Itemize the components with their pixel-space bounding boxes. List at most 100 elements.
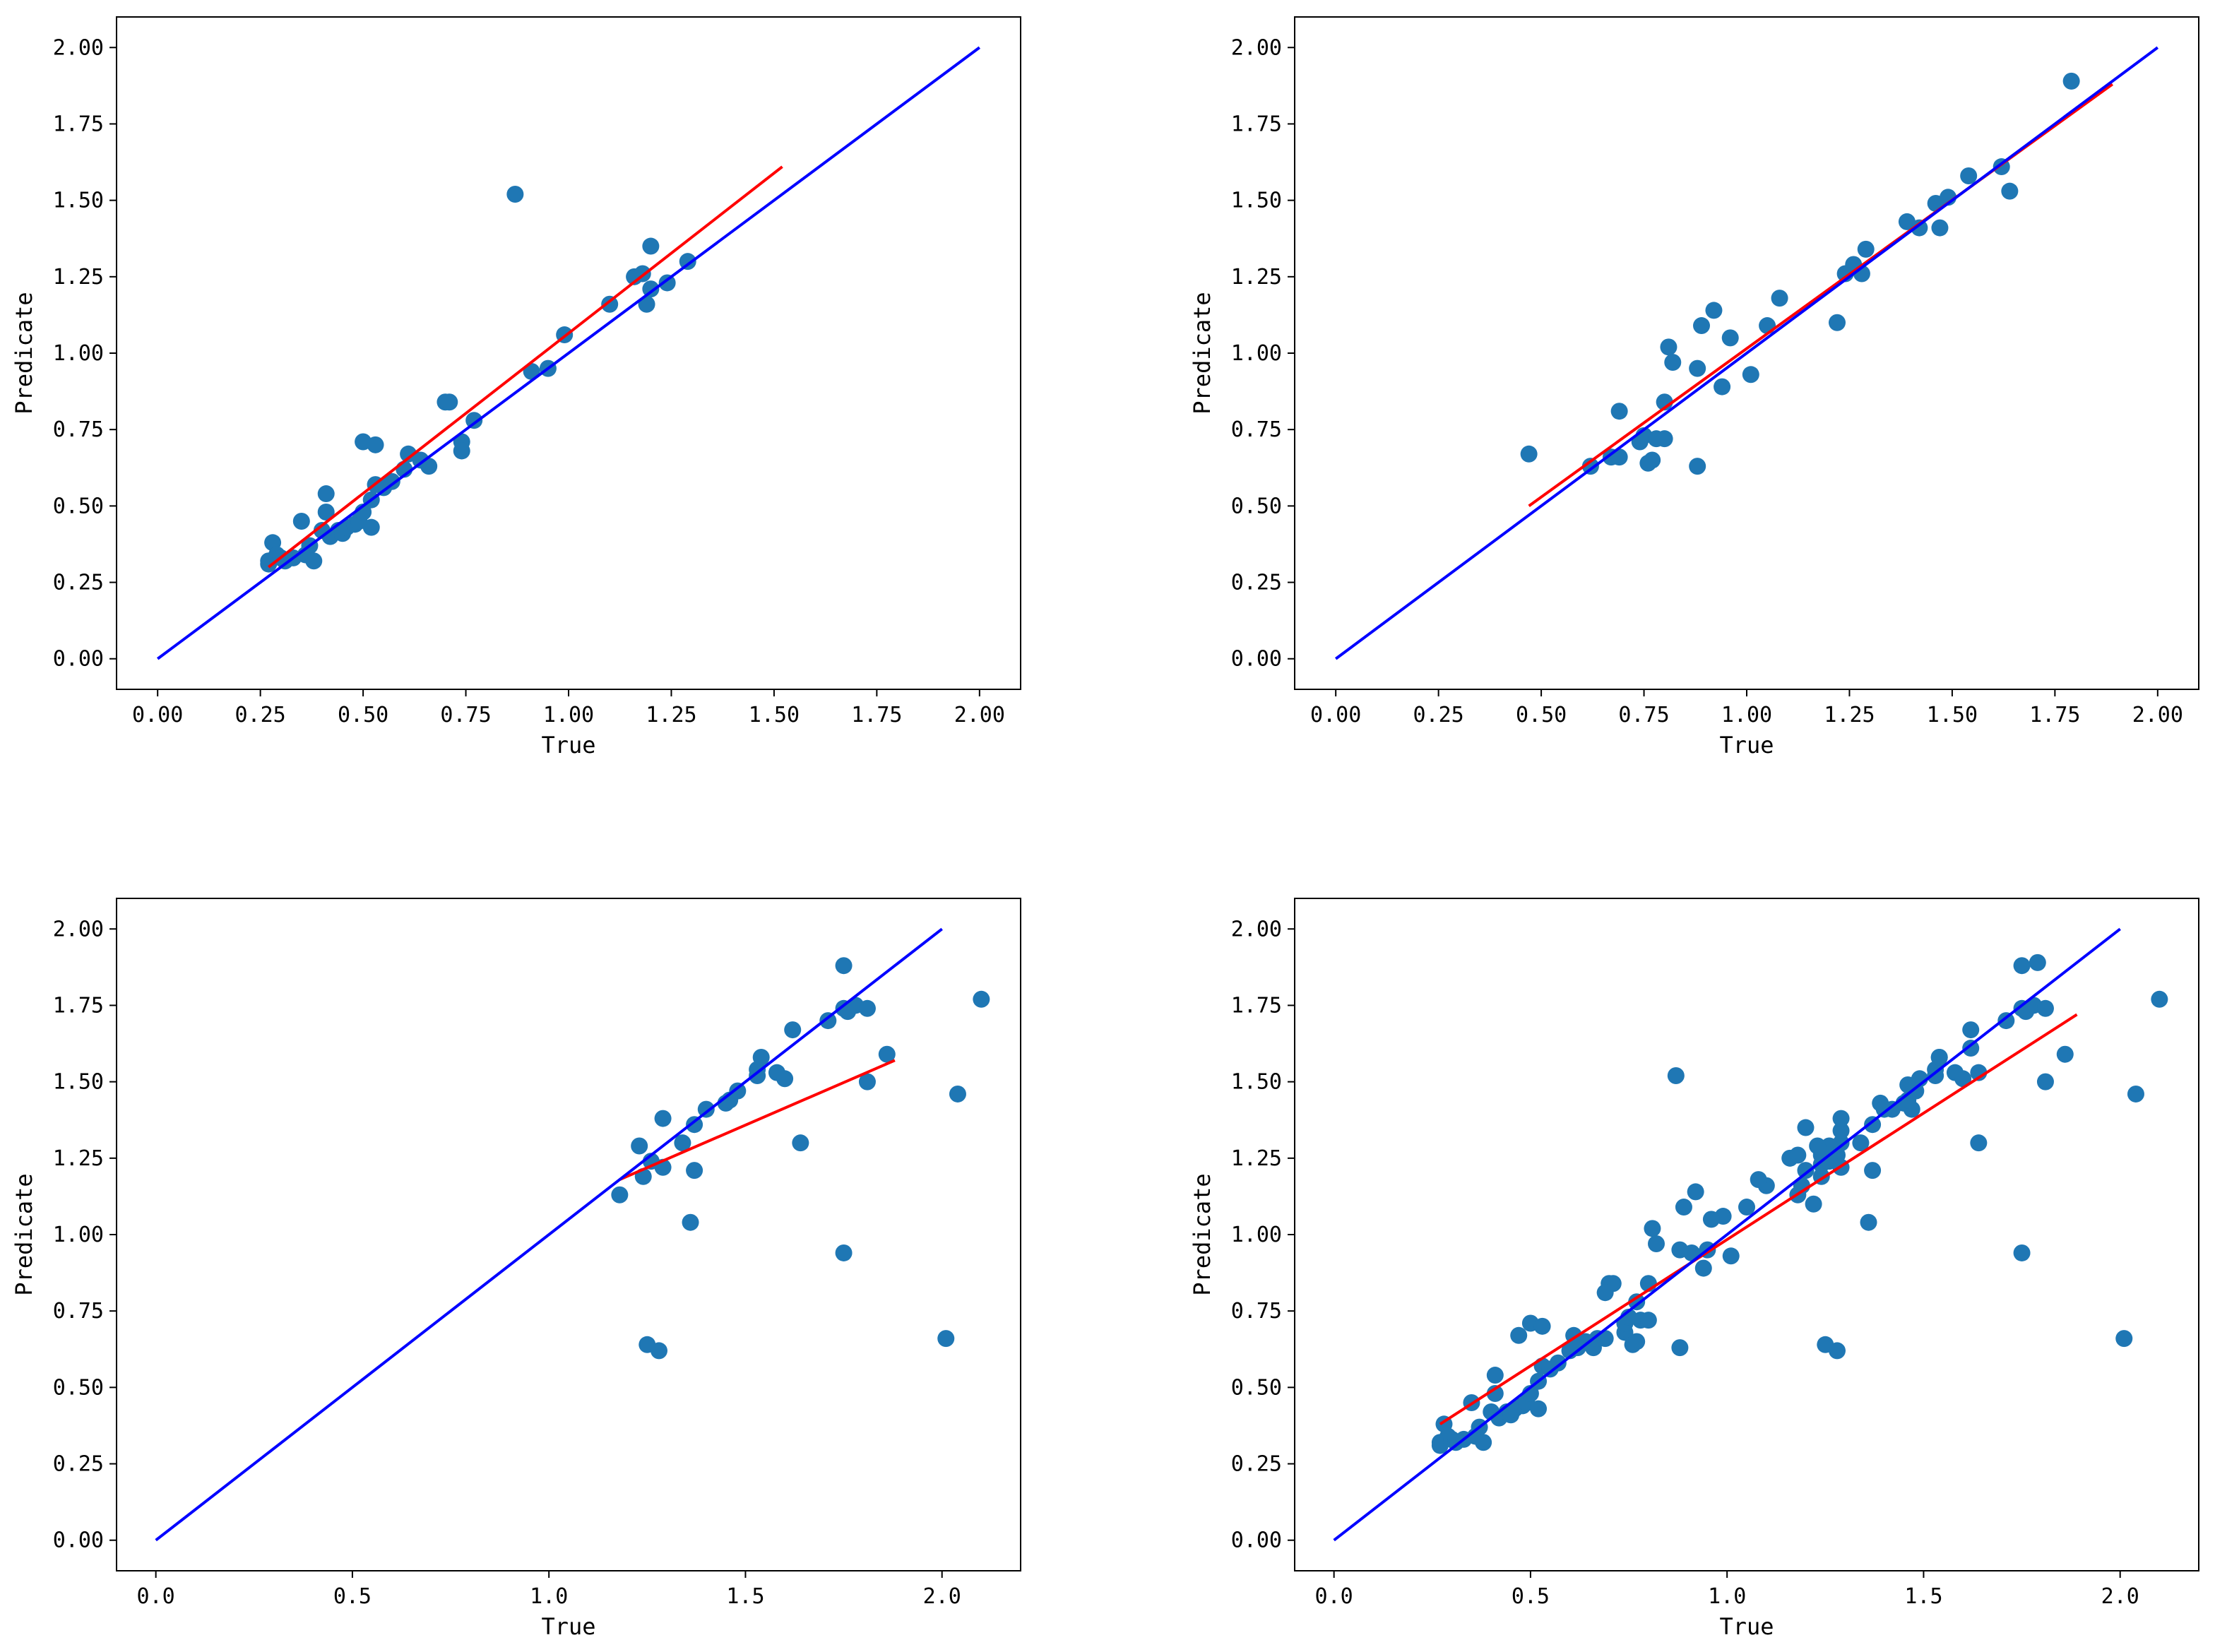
scatter-point: [1533, 1317, 1551, 1335]
x-tick-label: 2.00: [954, 703, 1005, 727]
scatter-point: [792, 1134, 809, 1152]
x-tick-label: 1.0: [1708, 1584, 1746, 1609]
scatter-point: [506, 185, 524, 203]
scatter-point: [858, 1073, 876, 1091]
scatter-point: [631, 1137, 648, 1155]
y-tick-label: 0.25: [1231, 571, 1282, 595]
scatter-point: [651, 1342, 667, 1360]
scatter-point: [305, 552, 323, 570]
x-axis-label: True: [1719, 1613, 1774, 1640]
y-tick-label: 2.00: [1231, 917, 1282, 941]
y-tick-label: 0.00: [53, 647, 104, 672]
scatter-point: [1660, 338, 1677, 356]
scatter-point: [2151, 990, 2168, 1008]
scatter-point: [1569, 1339, 1586, 1357]
y-tick-label: 1.25: [53, 1146, 104, 1171]
scatter-point: [642, 237, 660, 255]
scatter-point: [1648, 1235, 1665, 1252]
scatter-point: [1860, 1213, 1877, 1231]
scatter-point: [1486, 1367, 1504, 1384]
scatter-point: [784, 1021, 802, 1039]
scatter-point: [1486, 1385, 1504, 1403]
scatter-point: [776, 1070, 794, 1088]
scatter-point: [1644, 451, 1661, 469]
scatter-point: [523, 362, 540, 380]
scatter-point: [1750, 1171, 1767, 1189]
scatter-point: [2001, 182, 2019, 200]
scatter-point: [1970, 1134, 1988, 1152]
scatter-point: [1954, 1070, 1972, 1088]
scatter-point: [752, 1049, 770, 1066]
scatter-point: [317, 485, 335, 503]
subplot-bottom-left: 0.0 0.5 1.0 1.5 2.0 0.00 0.25 0.50 0.75 1.00 1.25 1…: [11, 898, 1021, 1640]
scatter-point: [362, 518, 380, 536]
scatter-point: [1689, 359, 1706, 377]
y-tick-label: 0.50: [1231, 494, 1282, 518]
scatter-point: [1628, 1333, 1646, 1350]
scatter-point: [1520, 445, 1538, 463]
y-tick-label: 1.00: [1231, 341, 1282, 366]
y-axis-label: Predicate: [1189, 292, 1216, 414]
scatter-point: [1930, 1049, 1948, 1066]
x-tick-label: 0.50: [338, 703, 388, 727]
scatter-point: [686, 1162, 703, 1179]
y-tick-label: 1.25: [1231, 1146, 1282, 1171]
scatter-point: [1797, 1162, 1815, 1179]
x-axis-label: True: [1719, 732, 1774, 759]
scatter-point: [2013, 957, 2031, 975]
plot-area: [156, 46, 981, 660]
scatter-point: [2115, 1330, 2133, 1348]
y-tick-label: 1.25: [53, 265, 104, 290]
scatter-point: [2062, 72, 2080, 90]
scatter-point: [858, 999, 876, 1017]
y-tick-label: 0.25: [53, 571, 104, 595]
y-tick-label: 0.75: [53, 417, 104, 442]
subplot-top-left: 0.00 0.25 0.50 0.75 1.00 1.25 1.50 1.75 2.00 0.00…: [11, 16, 1021, 759]
y-tick-label: 0.75: [53, 1299, 104, 1324]
scatter-point: [1742, 366, 1759, 384]
x-tick-label: 0.75: [1618, 703, 1669, 727]
y-tick-label: 1.00: [1231, 1223, 1282, 1247]
scatter-point: [697, 1100, 715, 1118]
scatter-point: [1829, 314, 1846, 331]
scatter-point: [1694, 1259, 1712, 1277]
scatter-point: [949, 1085, 966, 1103]
plot-area: [1334, 46, 2159, 660]
scatter-point: [1759, 317, 1776, 335]
identity-line: [1333, 927, 2121, 1542]
y-tick-label: 1.00: [53, 341, 104, 366]
scatter-point: [1809, 1137, 1827, 1155]
x-tick-label: 1.5: [726, 1584, 764, 1609]
scatter-point: [1610, 403, 1628, 420]
y-tick-label: 2.00: [53, 917, 104, 941]
scatter-point: [1549, 1354, 1567, 1372]
scatter-point: [1610, 448, 1628, 466]
scatter-point: [1832, 1122, 1850, 1139]
scatter-point: [1530, 1400, 1548, 1418]
y-tick-label: 0.75: [1231, 1299, 1282, 1324]
y-axis-label: Predicate: [11, 1173, 37, 1295]
scatter-point: [686, 1116, 703, 1134]
scatter-point: [1702, 1211, 1720, 1228]
scatter-point: [1687, 1183, 1704, 1201]
scatter-point: [1771, 290, 1788, 307]
x-tick-label: 1.0: [530, 1584, 568, 1609]
y-tick-label: 0.25: [53, 1452, 104, 1477]
scatter-point: [1829, 1342, 1846, 1360]
x-tick-label: 1.75: [2029, 703, 2080, 727]
x-tick-label: 0.25: [1413, 703, 1464, 727]
x-tick-label: 1.50: [749, 703, 800, 727]
fit-line: [1439, 1013, 2078, 1425]
y-tick-label: 1.75: [1231, 112, 1282, 136]
scatter-point: [611, 1186, 629, 1204]
x-tick-label: 0.25: [235, 703, 286, 727]
scatter-point: [638, 295, 655, 313]
y-axis-label: Predicate: [11, 292, 37, 414]
y-tick-label: 1.50: [53, 1070, 104, 1095]
x-tick-label: 0.0: [137, 1584, 175, 1609]
scatter-point: [1832, 1110, 1850, 1127]
subplot-bottom-right: 0.0 0.5 1.0 1.5 2.0 0.00 0.25 0.50 0.75 1.00 1.25 1…: [1189, 898, 2199, 1640]
scatter-point: [1628, 1293, 1646, 1311]
x-tick-label: 0.50: [1516, 703, 1567, 727]
